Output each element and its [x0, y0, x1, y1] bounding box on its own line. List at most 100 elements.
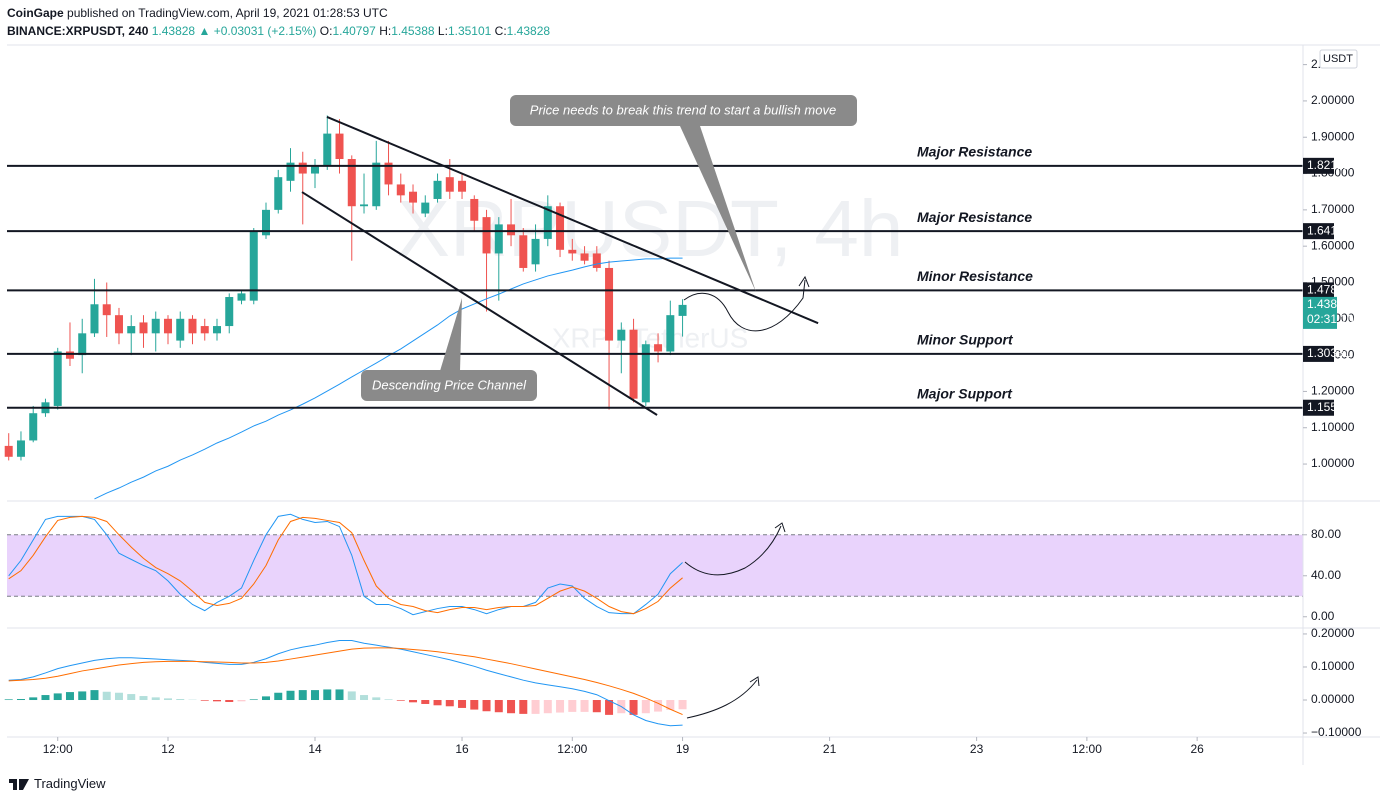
histogram-bar [286, 690, 295, 701]
y-tick-label: 0.00000 [1311, 692, 1355, 706]
histogram-bar [311, 690, 320, 701]
currency-box [1319, 49, 1358, 69]
histogram-bar [274, 692, 283, 701]
projection-curve [684, 525, 782, 576]
chart-layer: Major Resistance Major Resistance Minor Re… [4, 115, 1303, 727]
candle-body [127, 326, 136, 334]
footer[interactable]: TradingView [8, 776, 106, 791]
histogram-bar [237, 700, 246, 702]
histogram-bar [176, 699, 185, 701]
ohlc-label: L: [437, 24, 448, 38]
candle-body [200, 326, 209, 334]
candle-body [151, 318, 160, 334]
currency-label: USDT [1323, 53, 1353, 65]
candle-body [139, 322, 148, 334]
candle-body [53, 351, 62, 406]
arrow-head [774, 522, 786, 533]
candle-body [16, 440, 25, 457]
x-tick-label: 23 [970, 742, 984, 756]
candle-body [470, 198, 479, 221]
y-tick-label: 1.00000 [1311, 456, 1355, 470]
level-badge [1303, 223, 1334, 240]
histogram-bar [605, 700, 614, 715]
histogram-bar [127, 694, 136, 701]
axis-layer: 1.000001.100001.200001.300001.400001.500… [43, 57, 1362, 756]
candle-body [421, 202, 430, 214]
level-badge-label: 1.64138 [1307, 223, 1351, 237]
histogram-bar [200, 700, 209, 701]
ohlc-value: 1.35101 [447, 24, 492, 38]
histogram-bar [396, 700, 405, 701]
candle-body [237, 293, 246, 301]
callout-box [361, 370, 537, 401]
candle-body [666, 315, 675, 352]
last-price: 1.43828 [151, 24, 196, 38]
candle-body [90, 304, 99, 334]
candle-body [617, 329, 626, 341]
ohlc-label: C: [494, 24, 507, 38]
candle-body [176, 318, 185, 341]
histogram-bar [482, 700, 491, 712]
histogram-bar [347, 691, 356, 701]
candle-body [4, 445, 13, 457]
candle-body [580, 253, 589, 261]
price-badge-label: 1.43828 [1307, 297, 1351, 311]
candle-body [494, 224, 503, 254]
candle-body [249, 231, 258, 301]
change: +0.03031 (+2.15%) [213, 24, 317, 38]
brand-logo [9, 778, 29, 790]
y-tick-label: 1.90000 [1311, 129, 1355, 143]
histogram-bar [654, 700, 663, 712]
histogram-bar [249, 699, 258, 701]
histogram-bar [372, 697, 381, 701]
x-tick-label: 12:00 [1072, 742, 1102, 756]
band [7, 534, 1303, 597]
trend-line [326, 115, 819, 325]
histogram-bar [212, 700, 221, 702]
histogram-bar [114, 692, 123, 701]
candle-body [65, 351, 74, 359]
candle-body [274, 177, 283, 210]
x-tick-label: 16 [455, 742, 469, 756]
published-info: published on TradingView.com, April 19, … [67, 6, 388, 20]
callout-pointer [440, 298, 462, 371]
candle-body [482, 217, 491, 254]
candle-body [225, 297, 234, 327]
histogram-bar [53, 693, 62, 701]
histogram-bar [458, 700, 467, 708]
candle-body [445, 177, 454, 192]
level-badge [1303, 399, 1334, 416]
candle-body [360, 204, 369, 207]
candle-body [592, 253, 601, 268]
histogram-bar [519, 700, 528, 714]
histogram-bar [41, 695, 50, 701]
x-tick-label: 12:00 [43, 742, 73, 756]
watermark-sub: XRP / TetherUS [552, 322, 749, 353]
y-tick-label: −0.10000 [1311, 725, 1362, 739]
candle-body [605, 267, 614, 341]
candle-body [531, 238, 540, 265]
histogram-bar [16, 699, 25, 701]
ohlc-value: 1.40797 [332, 24, 376, 38]
histogram-bar [163, 698, 172, 701]
x-tick-label: 14 [308, 742, 322, 756]
histogram-bar [298, 690, 307, 701]
candle-body [654, 344, 663, 352]
histogram-bar [323, 689, 332, 701]
ohlc-label: H: [379, 24, 392, 38]
symbol-line: BINANCE:XRPUSDT, 240 1.43828 ▲ +0.03031 … [7, 22, 550, 40]
ohlc-label: O: [319, 24, 333, 38]
candle-body [519, 235, 528, 268]
candle-body [409, 191, 418, 203]
price-badge [1303, 296, 1337, 329]
histogram-bar [102, 691, 111, 701]
callout-text: Descending Price Channel [372, 377, 527, 392]
candle-body [188, 318, 197, 334]
histogram-bar [433, 700, 442, 706]
histogram-bar [90, 690, 99, 701]
histogram-bar [568, 700, 577, 712]
histogram-bar [409, 700, 418, 703]
level-name: Minor Resistance [917, 268, 1033, 284]
y-tick-label: 0.20000 [1311, 626, 1355, 640]
candle-body [396, 184, 405, 196]
